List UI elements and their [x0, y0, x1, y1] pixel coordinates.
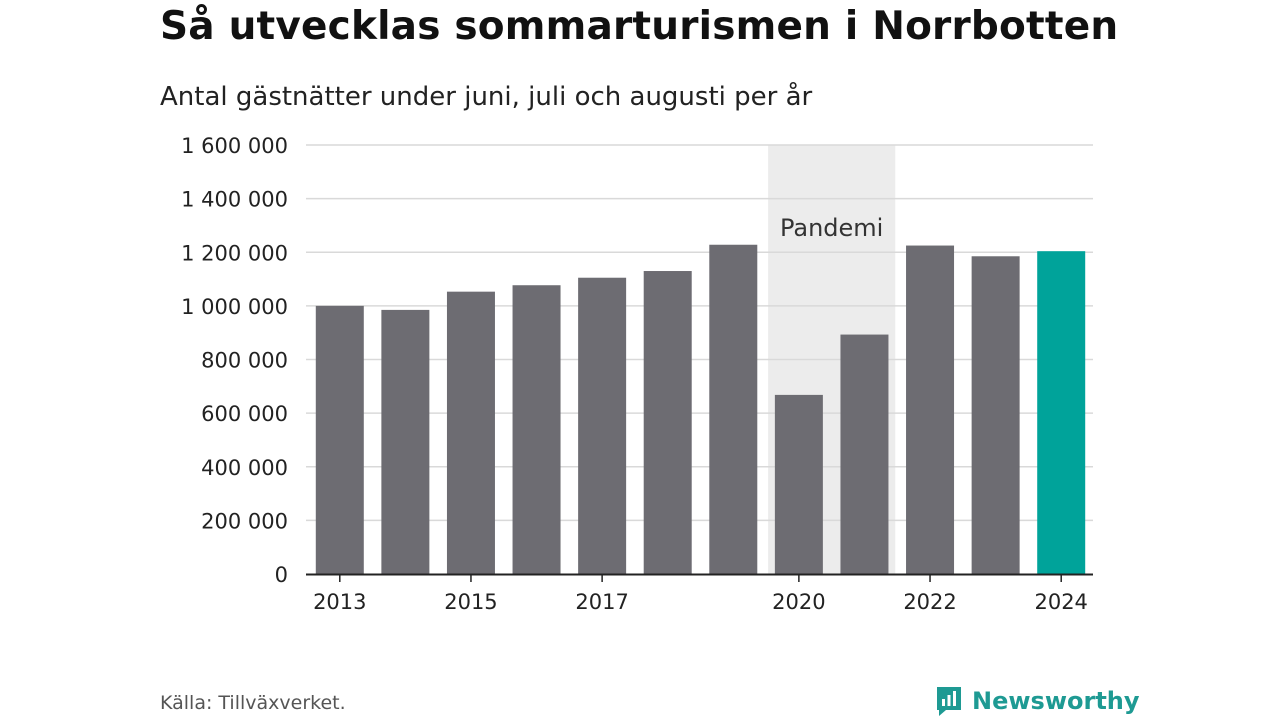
bar-2021	[840, 334, 889, 574]
y-tick-label: 800 000	[201, 349, 288, 373]
x-tick-label: 2015	[444, 590, 497, 614]
newsworthy-logo-icon	[937, 687, 961, 716]
y-tick-label: 600 000	[201, 402, 288, 426]
y-tick-label: 200 000	[201, 509, 288, 533]
bar-2024	[1037, 251, 1086, 575]
bar-2018	[643, 271, 692, 574]
y-tick-label: 1 600 000	[181, 134, 288, 158]
bar-2023	[971, 256, 1020, 574]
x-tick-label: 2013	[313, 590, 366, 614]
bar-2019	[709, 244, 758, 574]
x-tick-label: 2022	[903, 590, 956, 614]
bar-2015	[446, 291, 495, 574]
pandemic-label: Pandemi	[780, 214, 883, 242]
bar-2022	[906, 245, 955, 574]
chart-title: Så utvecklas sommarturismen i Norrbotten	[160, 4, 1119, 49]
chart-subtitle: Antal gästnätter under juni, juli och au…	[160, 82, 813, 112]
newsworthy-logo: Newsworthy	[934, 684, 1140, 718]
bar-2016	[512, 285, 561, 574]
x-tick-label: 2020	[772, 590, 825, 614]
source-note: Källa: Tillväxverket.	[160, 692, 346, 714]
y-tick-label: 0	[275, 563, 288, 587]
bar-2017	[578, 277, 627, 574]
bar-2013	[315, 305, 364, 574]
bar-2020	[774, 394, 823, 574]
x-tick-label: 2024	[1034, 590, 1087, 614]
y-tick-label: 400 000	[201, 456, 288, 480]
x-tick-label: 2017	[575, 590, 628, 614]
y-tick-label: 1 400 000	[181, 188, 288, 212]
bar-2014	[381, 309, 430, 574]
newsworthy-logo-text: Newsworthy	[972, 687, 1140, 715]
y-tick-label: 1 000 000	[181, 295, 288, 319]
y-tick-label: 1 200 000	[181, 241, 288, 265]
